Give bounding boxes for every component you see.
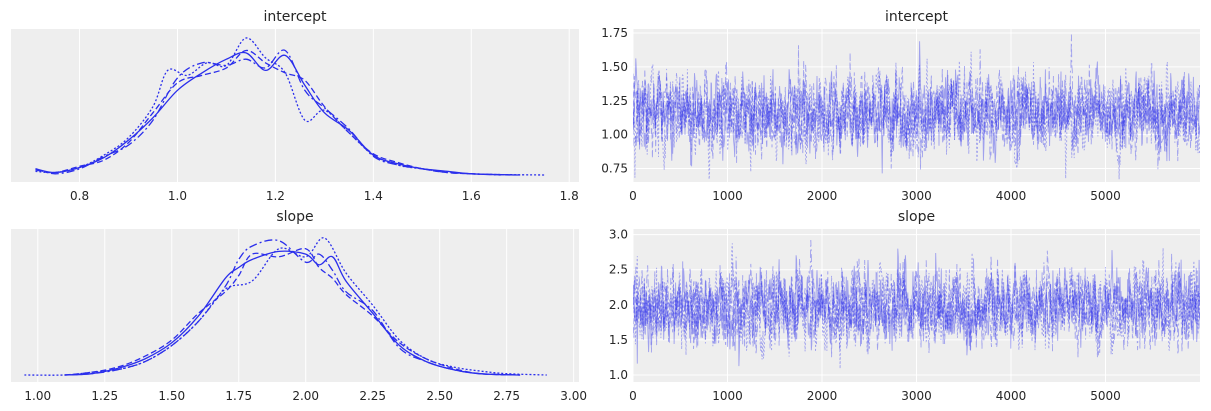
y-tick-label: 1.25 [601,94,628,108]
x-tick-label: 1000 [712,189,743,203]
kde-line-chain-3 [35,37,545,176]
panel-title: slope [276,209,313,225]
y-tick-label: 1.0 [609,368,628,382]
y-tick-label: 1.50 [601,60,628,74]
kde-line-chain-1 [35,49,511,176]
x-tick-label: 2000 [807,389,838,403]
trace-line-chain-0 [633,248,1200,367]
panel-3: slope 0 1000 2000 3000 4000 5000 1.0 1.5 2.0 2.5 3.… [609,209,1200,403]
panel-0: intercept 0.8 1.0 1.2 1.4 1.6 1.8 [11,9,579,203]
axes-background [11,229,579,382]
y-tick-label: 0.75 [601,161,628,175]
trace-line-chain-1 [633,250,1200,358]
axes-background [11,29,579,182]
x-tick-label: 1.50 [158,389,185,403]
x-tick-label: 1.00 [24,389,51,403]
x-tick-label: 3000 [901,389,932,403]
x-tick-label: 2.25 [359,389,386,403]
trace-line-chain-3 [633,243,1200,369]
x-tick-label: 4000 [996,389,1027,403]
x-tick-label: 1.0 [168,189,187,203]
x-tick-label: 1000 [712,389,743,403]
trace-line-chain-2 [633,239,1200,356]
panel-title: intercept [264,9,328,25]
x-tick-label: 3000 [901,189,932,203]
y-tick-label: 1.5 [609,333,628,347]
x-tick-label: 1.6 [462,189,481,203]
x-tick-label: 5000 [1090,389,1121,403]
panel-1: intercept 0 1000 2000 3000 4000 5000 0.75 1.00 1.… [601,9,1200,203]
x-tick-label: 1.2 [266,189,285,203]
x-tick-label: 3.00 [560,389,587,403]
x-tick-label: 1.75 [225,389,252,403]
y-tick-label: 1.75 [601,26,628,40]
x-tick-label: 1.8 [560,189,579,203]
trace-line-chain-1 [633,45,1200,162]
x-tick-label: 2.00 [292,389,319,403]
panel-title: intercept [885,9,949,25]
y-tick-label: 1.00 [601,128,628,142]
trace-line-chain-0 [633,41,1200,174]
x-tick-label: 2000 [807,189,838,203]
x-tick-label: 1.25 [91,389,118,403]
x-tick-label: 0 [629,189,637,203]
trace-line-chain-3 [633,51,1200,180]
x-tick-label: 1.4 [364,189,383,203]
y-tick-label: 3.0 [609,228,628,242]
trace-line-chain-2 [633,34,1200,170]
x-tick-label: 5000 [1090,189,1121,203]
x-tick-label: 2.75 [493,389,520,403]
x-tick-label: 2.50 [426,389,453,403]
x-tick-label: 4000 [996,189,1027,203]
kde-line-chain-3 [24,237,547,376]
x-tick-label: 0 [629,389,637,403]
y-tick-label: 2.5 [609,263,628,277]
panel-2: slope 1.00 1.25 1.50 1.75 2.00 2.25 2.50 2.75 3.0… [11,209,587,403]
x-tick-label: 0.8 [70,189,89,203]
panel-title: slope [898,209,935,225]
y-tick-label: 2.0 [609,298,628,312]
